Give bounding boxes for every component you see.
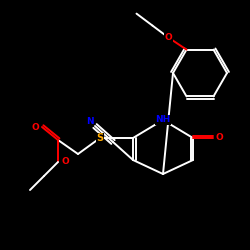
- Text: N: N: [86, 116, 94, 126]
- Text: O: O: [31, 122, 39, 132]
- Text: O: O: [215, 134, 223, 142]
- Text: O: O: [164, 33, 172, 42]
- Text: NH: NH: [156, 116, 170, 124]
- Text: O: O: [61, 158, 69, 166]
- Text: S: S: [96, 133, 103, 143]
